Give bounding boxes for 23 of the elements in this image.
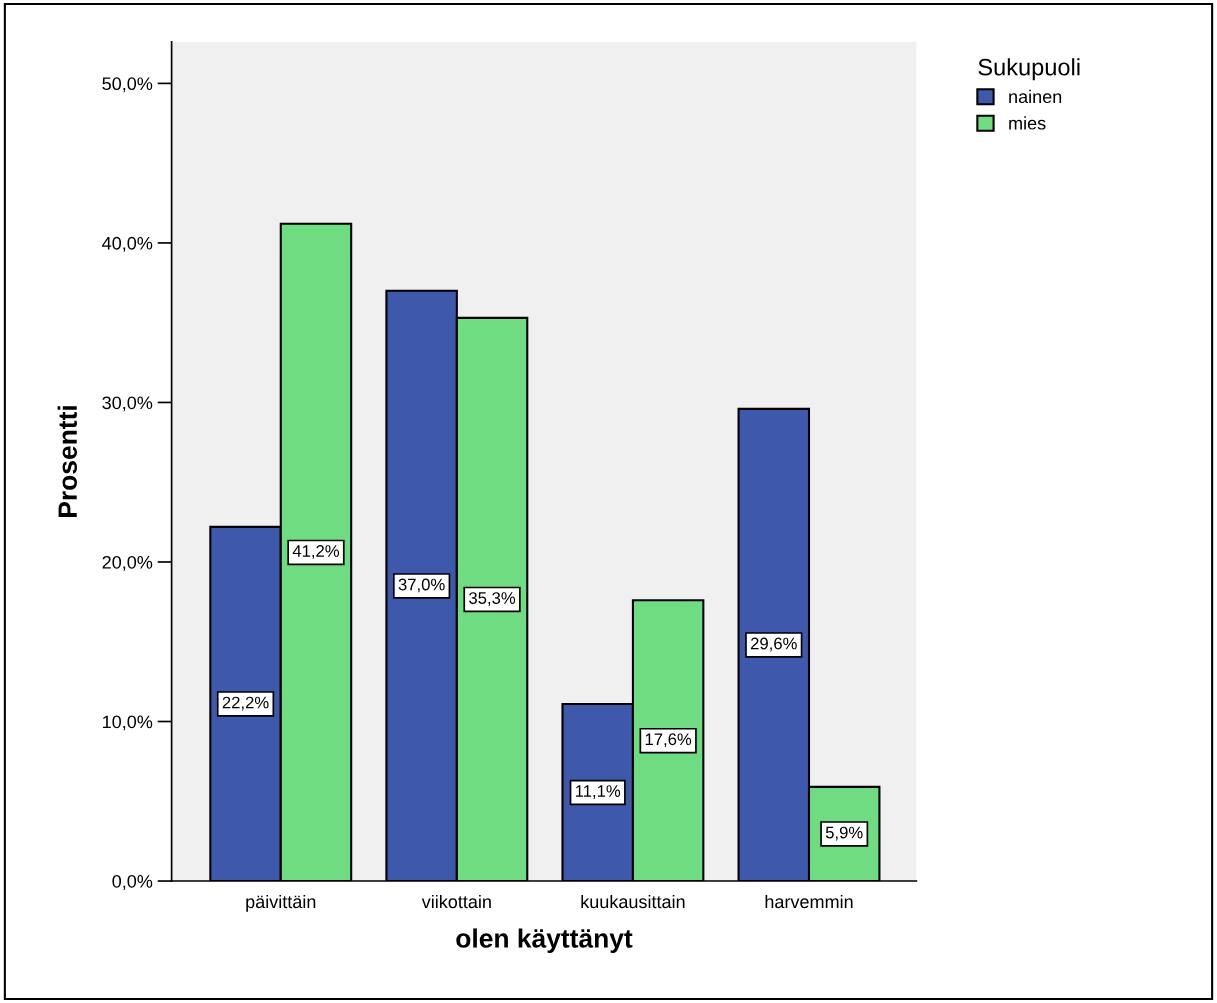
data-label: 5,9% xyxy=(825,826,863,841)
legend-title: Sukupuoli xyxy=(978,58,1080,81)
y-tick-label: 50,0% xyxy=(102,77,153,93)
y-tick-label: 40,0% xyxy=(102,236,153,252)
y-tick-label: 20,0% xyxy=(102,555,153,571)
legend-label: nainen xyxy=(1009,89,1062,104)
data-label: 37,0% xyxy=(398,578,445,593)
x-tick-label: harvemmin xyxy=(765,894,853,909)
x-tick-label: kuukausittain xyxy=(581,894,685,909)
y-tick-label: 30,0% xyxy=(102,396,153,412)
data-label: 35,3% xyxy=(469,592,516,606)
data-label: 29,6% xyxy=(750,637,797,652)
y-tick-label: 0,0% xyxy=(112,874,153,890)
x-tick-label: päivittäin xyxy=(246,894,316,912)
data-label: 11,1% xyxy=(575,785,621,799)
data-label: 22,2% xyxy=(222,696,269,711)
x-axis-title: olen käyttänyt xyxy=(456,928,633,954)
data-label: 17,6% xyxy=(645,733,692,748)
y-tick-label: 10,0% xyxy=(103,715,153,731)
data-label: 41,2% xyxy=(292,545,340,559)
legend-label: mies xyxy=(1009,116,1046,130)
y-axis-title: Prosentti xyxy=(57,406,77,517)
x-tick-label: viikottain xyxy=(421,894,491,909)
